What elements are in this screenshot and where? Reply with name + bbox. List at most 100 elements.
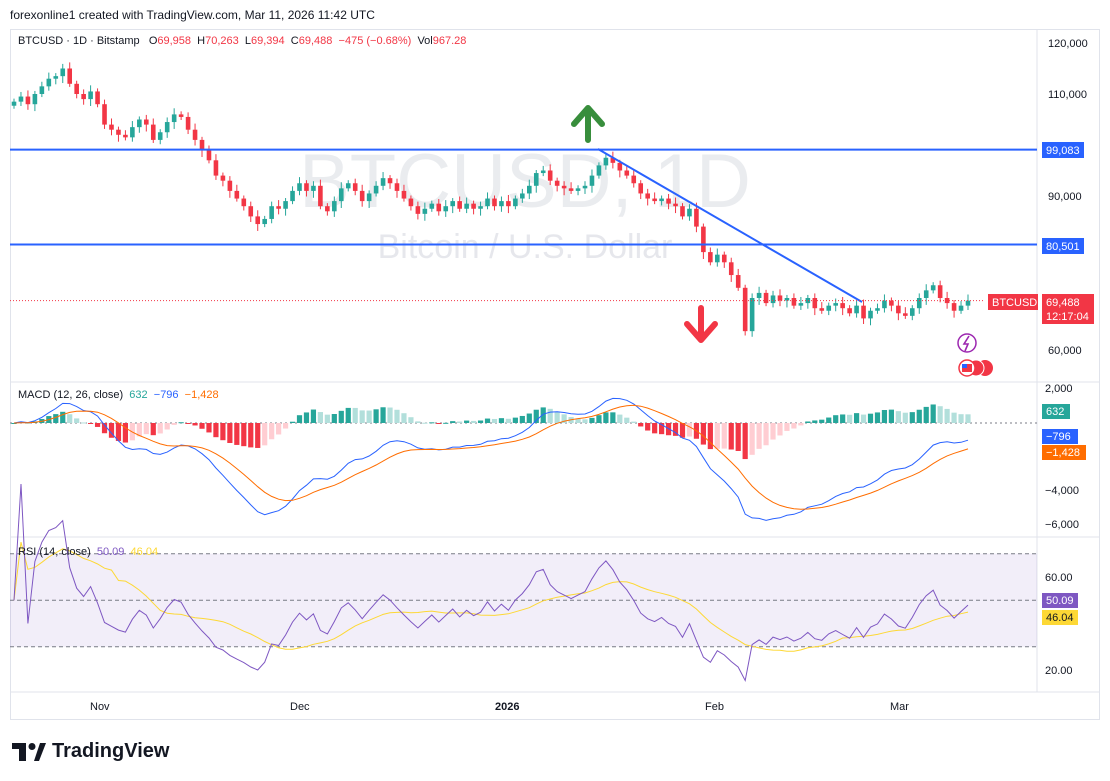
macd-hist-bar bbox=[700, 423, 706, 445]
macd-signal-label: −1,428 bbox=[1046, 447, 1080, 459]
candle-body bbox=[32, 94, 38, 105]
macd-hist-bar bbox=[108, 423, 115, 438]
event-flag-icon[interactable] bbox=[958, 359, 993, 377]
macd-hist-bar bbox=[756, 423, 762, 449]
macd-signal-line bbox=[13, 404, 969, 510]
candle-body bbox=[638, 183, 644, 194]
candle-body bbox=[18, 96, 24, 102]
candle-body bbox=[958, 305, 964, 311]
rsi-title: RSI (14, close) bbox=[18, 546, 91, 558]
macd-legend: MACD (12, 26, close) 632 −796 −1,428 bbox=[18, 389, 219, 401]
open-label: O bbox=[148, 35, 158, 47]
candle-body bbox=[875, 308, 880, 311]
candle-body bbox=[812, 298, 818, 309]
macd-line-label: −796 bbox=[1046, 431, 1071, 443]
candle-body bbox=[861, 305, 866, 319]
level-label-bg bbox=[1042, 238, 1084, 254]
macd-hist-bar bbox=[951, 412, 957, 423]
candle-body bbox=[784, 298, 790, 301]
event-lightning-icon[interactable] bbox=[957, 333, 977, 353]
macd-hist-bar bbox=[213, 423, 219, 438]
price-tick: 120,000 bbox=[1048, 38, 1088, 50]
macd-hist-bar bbox=[11, 423, 17, 424]
symbol-info: BTCUSD · 1D · Bitstamp bbox=[18, 35, 140, 47]
macd-hist-bar bbox=[631, 421, 637, 423]
candle-body bbox=[533, 173, 539, 186]
candle-body bbox=[854, 305, 859, 314]
candle-body bbox=[777, 295, 783, 301]
macd-hist-bar bbox=[338, 410, 344, 423]
macd-hist-bar bbox=[450, 421, 456, 423]
candle-body bbox=[944, 298, 950, 304]
candle-body bbox=[318, 185, 323, 207]
macd-hist-bar bbox=[833, 415, 839, 423]
candle-body bbox=[394, 183, 400, 191]
candle-body bbox=[485, 198, 490, 207]
macd-hist-label-bg bbox=[1042, 404, 1070, 419]
watermark-subtitle: Bitcoin / U.S. Dollar bbox=[378, 228, 673, 266]
trend-line[interactable] bbox=[597, 148, 863, 303]
macd-hist-bar bbox=[150, 423, 156, 436]
tradingview-logo[interactable]: TradingView bbox=[12, 740, 169, 763]
macd-line-label-bg bbox=[1042, 429, 1078, 444]
macd-hist-bar bbox=[477, 420, 484, 423]
macd-hist-bar bbox=[276, 423, 282, 435]
rsi-value: 50.09 bbox=[96, 546, 125, 558]
macd-hist-bar bbox=[819, 419, 825, 423]
candle-body bbox=[457, 201, 462, 209]
last-price-label: 69,488 bbox=[1046, 297, 1080, 309]
macd-hist-bar bbox=[401, 413, 407, 423]
macd-hist-bar bbox=[763, 423, 769, 446]
candle-body bbox=[283, 201, 288, 209]
macd-hist-bar bbox=[791, 423, 797, 429]
candle-body bbox=[185, 116, 191, 130]
candle-body bbox=[450, 201, 456, 207]
candle-body bbox=[819, 308, 825, 311]
ohlc-legend: BTCUSD · 1D · Bitstamp O69,958 H70,263 L… bbox=[18, 35, 466, 47]
macd-hist-bar bbox=[686, 423, 693, 437]
candle-body bbox=[429, 203, 435, 209]
candle-body bbox=[123, 134, 128, 138]
macd-hist-bar bbox=[394, 409, 400, 423]
candle-body bbox=[721, 254, 727, 263]
candle-body bbox=[520, 193, 525, 199]
macd-hist-bar bbox=[874, 412, 881, 423]
candle-body bbox=[25, 96, 31, 105]
chart-caption: forexonline1 created with TradingView.co… bbox=[10, 8, 375, 22]
countdown-label: 12:17:04 bbox=[1046, 311, 1089, 323]
candle-body bbox=[88, 91, 93, 100]
candle-body bbox=[666, 198, 671, 204]
macd-hist-bar bbox=[143, 423, 149, 435]
candle-body bbox=[903, 313, 908, 316]
candle-body bbox=[241, 198, 247, 207]
candle-body bbox=[39, 86, 45, 94]
candle-body bbox=[297, 183, 302, 191]
macd-hist-bar bbox=[512, 417, 518, 423]
low-label: L bbox=[244, 35, 252, 47]
candle-body bbox=[930, 285, 936, 291]
candle-body bbox=[422, 208, 428, 214]
macd-hist-bar bbox=[269, 423, 275, 440]
candle-body bbox=[311, 185, 316, 191]
macd-hist-bar bbox=[749, 423, 755, 455]
rsi-value-label-bg bbox=[1042, 593, 1078, 608]
rsi-axis-tick: 60.00 bbox=[1045, 572, 1073, 584]
candle-body bbox=[137, 119, 142, 128]
macd-hist-bar bbox=[902, 412, 908, 423]
macd-hist-bar bbox=[331, 413, 337, 423]
macd-hist-bar bbox=[540, 407, 546, 423]
candle-body bbox=[554, 180, 560, 186]
candle-body bbox=[798, 303, 804, 306]
change-value: −475 (−0.68%) bbox=[338, 35, 412, 47]
candle-body bbox=[380, 178, 386, 186]
macd-hist-bar bbox=[589, 417, 595, 423]
candle-body bbox=[332, 201, 337, 212]
candle-body bbox=[833, 303, 838, 306]
macd-hist-bar bbox=[742, 423, 748, 460]
macd-hist-bar bbox=[638, 423, 644, 427]
macd-hist-bar bbox=[770, 423, 776, 440]
candle-body bbox=[415, 206, 421, 214]
macd-hist-bar bbox=[659, 423, 665, 435]
candle-body bbox=[951, 303, 957, 311]
